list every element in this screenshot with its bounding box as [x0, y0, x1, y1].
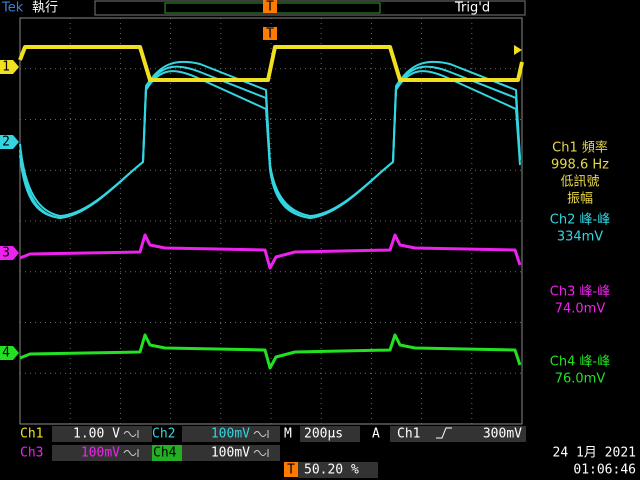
- channel-marker-box: [0, 246, 19, 260]
- ch4-trace: [19, 333, 522, 370]
- ch2-trace: [19, 60, 521, 219]
- measurement-label: Ch1 頻率: [552, 140, 608, 156]
- trigger-label: A: [372, 427, 380, 442]
- ch4-label: Ch4: [153, 446, 177, 461]
- channel-marker: 2: [2, 135, 10, 150]
- ch4-scale: 100mV: [211, 446, 250, 461]
- ch3-scale: 100mV: [81, 446, 120, 461]
- ch1-scale: 1.00 V: [73, 427, 120, 442]
- position-marker-box: [284, 462, 298, 477]
- channel-marker: 1: [2, 60, 10, 75]
- timebase-label: M: [284, 427, 292, 442]
- trigger-marker-box: [263, 27, 277, 40]
- ch1-trace: [18, 45, 524, 82]
- trigger-state: Trig'd: [454, 1, 490, 16]
- ch3-trace: [19, 233, 522, 270]
- bandwidth-icon: [253, 449, 269, 457]
- measurement-value: 76.0mV: [555, 372, 606, 387]
- trigger-level: 300mV: [483, 427, 522, 442]
- position-marker: T: [287, 463, 295, 478]
- measurement-label: Ch2 峰-峰: [550, 213, 610, 228]
- channel-marker-box: [0, 60, 19, 74]
- trigger-position-marker: T: [266, 0, 274, 15]
- measurement-label: Ch3 峰-峰: [550, 285, 610, 300]
- measurement-value: 334mV: [557, 230, 603, 245]
- readout-box: [298, 462, 378, 478]
- readout-box: [182, 445, 280, 461]
- bandwidth-icon: [123, 430, 139, 438]
- ch2-label: Ch2: [152, 427, 175, 442]
- channel-marker-box: [0, 346, 19, 360]
- record-bar: [94, 0, 526, 16]
- measurement-value: 74.0mV: [555, 302, 606, 317]
- trigger-slope-icon: [436, 427, 452, 439]
- readout-box: [390, 426, 526, 442]
- measurement-note: 低訊號: [560, 175, 599, 190]
- channel-marker: 3: [2, 246, 10, 261]
- ch2-scale: 100mV: [211, 427, 250, 442]
- readout-box: [52, 426, 152, 442]
- trigger-source: Ch1: [397, 427, 420, 442]
- measurement-value: 998.6 Hz: [551, 158, 609, 173]
- time: 01:06:46: [573, 463, 636, 478]
- ch4-label-box: [152, 445, 182, 461]
- measurement-note: 振幅: [567, 192, 593, 207]
- channel-marker-box: [0, 135, 19, 149]
- readout-box: [300, 426, 360, 442]
- timebase-value: 200µs: [304, 427, 343, 442]
- bandwidth-icon: [123, 449, 139, 457]
- ch1-label: Ch1: [20, 427, 43, 442]
- trigger-level-marker: [514, 45, 522, 55]
- bandwidth-icon: [253, 430, 269, 438]
- readout-box: [182, 426, 280, 442]
- brand: Tek: [1, 1, 24, 16]
- trigger-position-box: [263, 0, 277, 13]
- trigger-marker: T: [266, 27, 274, 42]
- position-value: 50.20 %: [304, 463, 359, 478]
- measurement-label: Ch4 峰-峰: [550, 355, 610, 370]
- date: 24 1月 2021: [553, 446, 636, 461]
- channel-marker: 4: [2, 346, 10, 361]
- readout-box: [52, 445, 152, 461]
- run-status: 執行: [32, 0, 58, 16]
- waveform: [19, 60, 521, 217]
- ch3-label: Ch3: [20, 446, 43, 461]
